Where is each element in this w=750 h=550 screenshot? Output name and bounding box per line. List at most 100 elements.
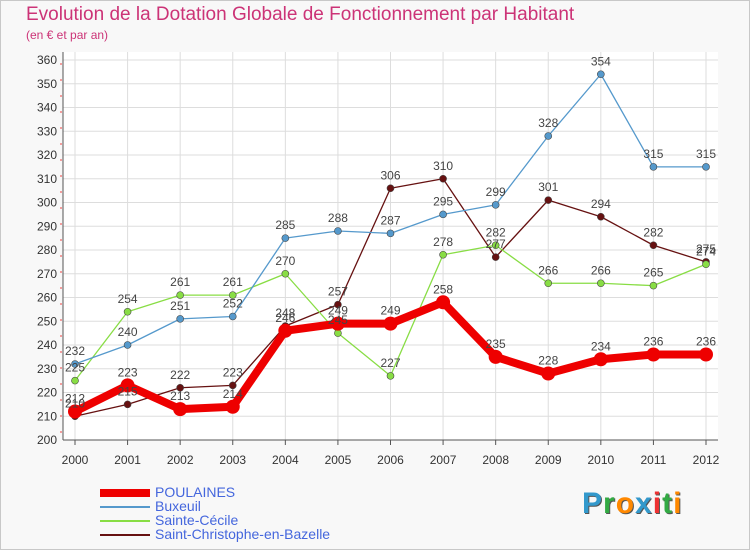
data-point-sainte-cecile [386, 372, 395, 380]
logo-letter: t [662, 487, 674, 520]
data-point-sainte-cecile [544, 279, 553, 288]
data-point-buxeuil [702, 163, 710, 171]
data-label-saint-christophe-en-bazelle: 257 [328, 285, 348, 299]
data-label-poulaines: 249 [328, 304, 348, 318]
data-point-poulaines [646, 347, 661, 362]
data-point-poulaines [120, 378, 135, 393]
x-tick-label: 2012 [693, 453, 720, 467]
y-tick-label: 340 [37, 101, 57, 115]
proxiti-logo: Proxiti [582, 487, 682, 521]
data-label-poulaines: 212 [65, 392, 85, 406]
legend-swatch [100, 489, 150, 497]
data-point-saint-christophe-en-bazelle [176, 383, 184, 392]
data-point-poulaines [541, 366, 556, 381]
data-point-poulaines [383, 316, 398, 331]
data-point-buxeuil [386, 229, 395, 238]
chart-subtitle: (en € et par an) [26, 28, 109, 42]
data-label-buxeuil: 240 [118, 325, 138, 339]
x-tick-label: 2011 [641, 453, 667, 467]
data-label-poulaines: 213 [170, 389, 190, 403]
x-tick-label: 2001 [114, 453, 141, 467]
data-point-sainte-cecile [491, 241, 500, 250]
data-label-saint-christophe-en-bazelle: 306 [380, 168, 400, 182]
data-point-buxeuil [491, 201, 500, 209]
y-tick-label: 270 [37, 267, 57, 281]
data-point-sainte-cecile [702, 260, 710, 269]
x-tick-label: 2006 [377, 453, 404, 467]
y-tick-label: 360 [37, 53, 57, 67]
y-tick-label: 350 [37, 77, 57, 91]
data-point-buxeuil [334, 227, 342, 235]
logo-letter: P [582, 487, 604, 520]
y-tick-label: 220 [37, 386, 57, 400]
data-point-buxeuil [544, 132, 553, 140]
chart-title: Evolution de la Dotation Globale de Fonc… [26, 4, 575, 25]
data-point-buxeuil [649, 163, 658, 171]
legend-item: Sainte-Cécile [100, 512, 400, 528]
logo-letter: i [673, 487, 683, 520]
data-point-poulaines [488, 349, 503, 364]
data-label-sainte-cecile: 225 [65, 361, 85, 375]
data-label-saint-christophe-en-bazelle: 223 [223, 365, 243, 379]
x-tick-label: 2005 [325, 453, 352, 467]
x-tick-label: 2002 [167, 453, 194, 467]
legend-item: Buxeuil [100, 498, 400, 514]
data-label-buxeuil: 285 [275, 218, 295, 232]
data-point-saint-christophe-en-bazelle [228, 381, 237, 390]
data-label-buxeuil: 251 [170, 299, 190, 313]
data-label-saint-christophe-en-bazelle: 210 [65, 396, 85, 410]
data-point-sainte-cecile [649, 281, 658, 290]
data-label-buxeuil: 252 [223, 297, 243, 311]
logo-letter: o [615, 487, 636, 520]
data-label-saint-christophe-en-bazelle: 248 [275, 306, 295, 320]
data-label-saint-christophe-en-bazelle: 301 [538, 180, 558, 194]
data-label-buxeuil: 287 [380, 213, 400, 227]
data-label-sainte-cecile: 270 [275, 254, 295, 268]
data-point-poulaines [68, 404, 82, 419]
data-point-poulaines [278, 323, 293, 338]
x-tick-label: 2010 [587, 453, 614, 467]
data-point-sainte-cecile [597, 279, 605, 288]
data-label-buxeuil: 288 [328, 211, 348, 225]
data-point-sainte-cecile [439, 250, 447, 259]
y-tick-label: 250 [37, 314, 57, 328]
data-point-sainte-cecile [334, 329, 342, 337]
y-tick-label: 240 [37, 338, 57, 352]
data-label-sainte-cecile: 266 [538, 263, 558, 277]
data-label-sainte-cecile: 261 [170, 275, 190, 289]
data-point-saint-christophe-en-bazelle [491, 253, 500, 261]
y-tick-label: 330 [37, 124, 57, 138]
data-label-sainte-cecile: 278 [433, 235, 453, 249]
legend-swatch [100, 506, 150, 508]
data-label-saint-christophe-en-bazelle: 222 [170, 368, 190, 382]
data-label-buxeuil: 354 [591, 54, 611, 68]
data-label-saint-christophe-en-bazelle: 282 [643, 225, 663, 239]
data-point-saint-christophe-en-bazelle [649, 241, 658, 250]
data-point-saint-christophe-en-bazelle [123, 400, 132, 409]
y-tick-label: 320 [37, 148, 57, 162]
data-label-sainte-cecile: 254 [118, 292, 138, 306]
data-label-buxeuil: 299 [486, 185, 506, 199]
y-tick-label: 310 [37, 172, 57, 186]
x-tick-label: 2008 [482, 453, 509, 467]
data-label-saint-christophe-en-bazelle: 310 [433, 159, 453, 173]
data-label-buxeuil: 328 [538, 116, 558, 130]
y-tick-label: 200 [37, 433, 57, 447]
data-point-buxeuil [281, 234, 290, 242]
y-tick-label: 290 [37, 219, 57, 233]
y-tick-label: 230 [37, 362, 57, 376]
legend-swatch [100, 520, 150, 522]
data-label-poulaines: 249 [380, 304, 400, 318]
data-label-poulaines: 236 [696, 335, 716, 349]
data-label-saint-christophe-en-bazelle: 275 [696, 242, 716, 256]
legend-swatch [100, 534, 150, 536]
data-label-saint-christophe-en-bazelle: 294 [591, 197, 611, 211]
legend-item: Saint-Christophe-en-Bazelle [100, 526, 400, 542]
legend-label: POULAINES [155, 484, 236, 500]
y-tick-label: 300 [37, 196, 57, 210]
data-point-poulaines [330, 316, 345, 331]
data-point-saint-christophe-en-bazelle [544, 196, 553, 204]
data-label-buxeuil: 232 [65, 344, 85, 358]
y-tick-label: 210 [37, 409, 57, 423]
data-point-buxeuil [176, 315, 184, 323]
